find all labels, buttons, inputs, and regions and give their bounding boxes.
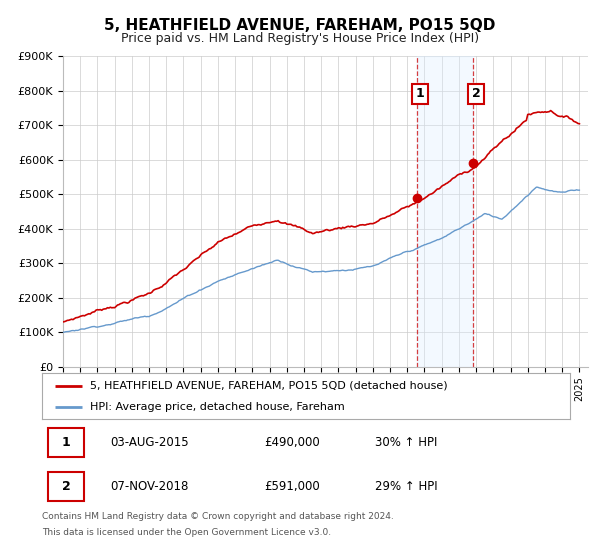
FancyBboxPatch shape bbox=[49, 472, 84, 501]
Text: 1: 1 bbox=[62, 436, 71, 449]
Bar bbox=[417, 56, 473, 367]
Text: 07-NOV-2018: 07-NOV-2018 bbox=[110, 479, 189, 493]
Text: 30% ↑ HPI: 30% ↑ HPI bbox=[374, 436, 437, 449]
Text: 5, HEATHFIELD AVENUE, FAREHAM, PO15 5QD (detached house): 5, HEATHFIELD AVENUE, FAREHAM, PO15 5QD … bbox=[89, 381, 447, 391]
Text: 29% ↑ HPI: 29% ↑ HPI bbox=[374, 479, 437, 493]
Text: This data is licensed under the Open Government Licence v3.0.: This data is licensed under the Open Gov… bbox=[42, 528, 331, 536]
Text: 5, HEATHFIELD AVENUE, FAREHAM, PO15 5QD: 5, HEATHFIELD AVENUE, FAREHAM, PO15 5QD bbox=[104, 18, 496, 33]
Text: 2: 2 bbox=[472, 87, 481, 100]
Text: HPI: Average price, detached house, Fareham: HPI: Average price, detached house, Fare… bbox=[89, 403, 344, 412]
Text: Contains HM Land Registry data © Crown copyright and database right 2024.: Contains HM Land Registry data © Crown c… bbox=[42, 512, 394, 521]
FancyBboxPatch shape bbox=[49, 428, 84, 457]
Text: 03-AUG-2015: 03-AUG-2015 bbox=[110, 436, 189, 449]
Text: £490,000: £490,000 bbox=[264, 436, 320, 449]
Text: 2: 2 bbox=[62, 479, 71, 493]
Text: £591,000: £591,000 bbox=[264, 479, 320, 493]
Text: Price paid vs. HM Land Registry's House Price Index (HPI): Price paid vs. HM Land Registry's House … bbox=[121, 32, 479, 45]
Text: 1: 1 bbox=[415, 87, 424, 100]
